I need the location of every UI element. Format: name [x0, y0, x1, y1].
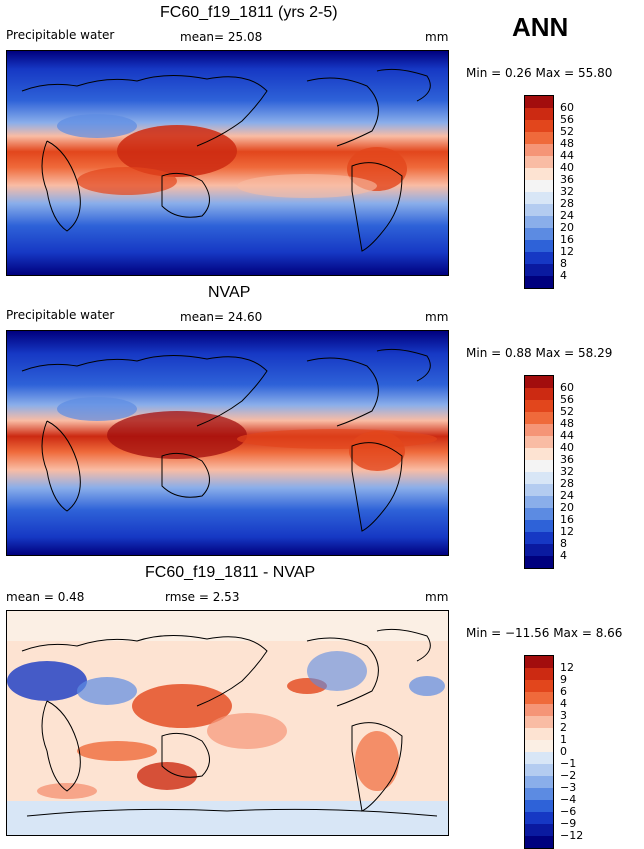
panel-3-mean: mean = 0.48	[6, 590, 85, 604]
panel-3-units: mm	[425, 590, 449, 604]
panel-1-units: mm	[425, 30, 449, 44]
panel-1-left-label: Precipitable water	[6, 28, 115, 42]
panel-2-colorbar	[524, 375, 554, 569]
panel-1-minmax: Min = 0.26 Max = 55.80	[466, 66, 613, 80]
panel-2-left-label: Precipitable water	[6, 308, 115, 322]
panel-2-minmax: Min = 0.88 Max = 58.29	[466, 346, 613, 360]
panel-1-mean: mean= 25.08	[180, 30, 263, 44]
panel-3-map	[6, 610, 449, 836]
panel-2-title: NVAP	[208, 284, 251, 301]
panel-2-map	[6, 330, 449, 556]
panel-2-units: mm	[425, 310, 449, 324]
panel-2-coastlines	[21, 348, 431, 532]
season-label: ANN	[512, 12, 569, 42]
panel-1-map	[6, 50, 449, 276]
panel-1-colorbar	[524, 95, 554, 289]
panel-1-colorbar-ticks: 60 56 52 48 44 40 36 32 28 24 20 16 12 8 4	[560, 101, 574, 282]
panel-3-title: FC60_f19_1811 - NVAP	[145, 564, 316, 581]
panel-3-colorbar	[524, 655, 554, 849]
panel-2-colorbar-ticks: 60 56 52 48 44 40 36 32 28 24 20 16 12 8 4	[560, 381, 574, 562]
panel-1-coastlines	[21, 68, 431, 252]
panel-3-coastlines	[21, 628, 438, 817]
panel-3-rmse: rmse = 2.53	[165, 590, 240, 604]
panel-2-mean: mean= 24.60	[180, 310, 263, 324]
panel-3-minmax: Min = −11.56 Max = 8.66	[466, 626, 623, 640]
panel-1-title: FC60_f19_1811 (yrs 2-5)	[160, 4, 338, 21]
